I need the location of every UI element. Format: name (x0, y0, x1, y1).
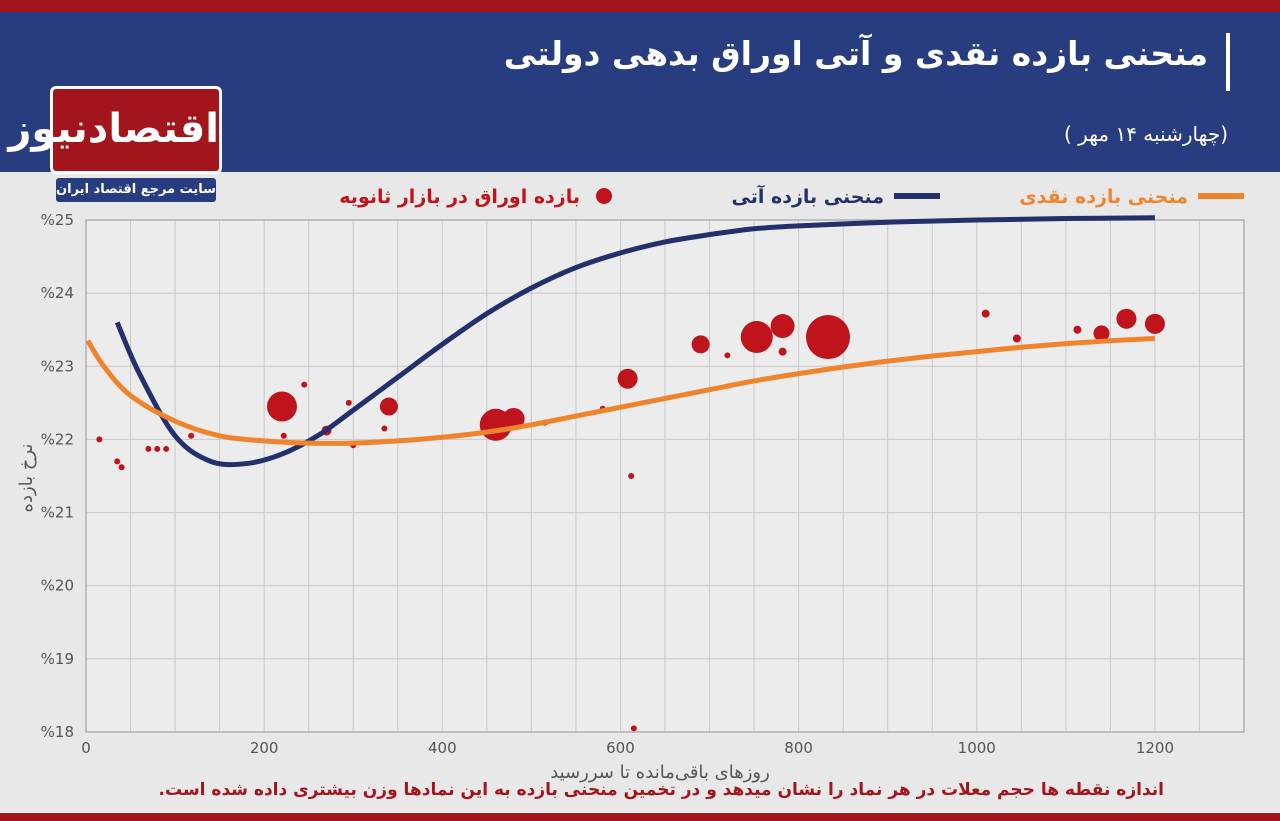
x-tick-label: 800 (784, 739, 813, 757)
y-axis-title: نرخ بازده (16, 444, 37, 513)
bond-yield-point (630, 725, 637, 732)
bond-yield-point (724, 352, 731, 359)
bond-yield-point (691, 335, 710, 354)
bond-yield-point (96, 436, 103, 443)
bond-yield-point (806, 315, 851, 360)
x-tick-label: 600 (606, 739, 635, 757)
bond-yield-point (1144, 313, 1165, 334)
page-title: منحنی بازده نقدی و آتی اوراق بدهی دولتی (503, 34, 1208, 73)
spot-curve-line (85, 335, 1156, 446)
y-tick-label: %20 (41, 577, 74, 595)
x-tick-label: 400 (428, 739, 457, 757)
logo: اقتصادنیوز (8, 86, 222, 174)
bond-yield-point (163, 445, 170, 452)
legend-spot-label: منحنی بازده نقدی (1019, 186, 1188, 208)
bottom-stripe (0, 813, 1280, 821)
legend-dot-swatch (596, 188, 612, 204)
x-tick-label: 1000 (958, 739, 996, 757)
bond-yield-point (1012, 334, 1021, 343)
top-stripe (0, 0, 1280, 12)
bond-yield-point (114, 458, 121, 465)
logo-tagline: سایت مرجع اقتصاد ایران (56, 178, 216, 202)
plot-border (85, 219, 1245, 733)
footnote: اندازه نقطه ها حجم معلات در هر نماد را ن… (158, 780, 1165, 800)
y-tick-label: %18 (41, 723, 74, 741)
bond-yield-point (1116, 308, 1137, 329)
bond-yield-point (770, 314, 795, 339)
y-tick-label: %19 (41, 650, 74, 668)
bond-yield-point (280, 432, 287, 439)
bond-yield-point (617, 368, 638, 389)
bond-yield-point (379, 397, 398, 416)
bond-yield-point (118, 464, 125, 471)
date-label: (چهارشنبه ۱۴ مهر ) (1063, 122, 1228, 146)
bond-yield-point (740, 321, 773, 354)
y-tick-label: %24 (41, 284, 74, 302)
bond-yield-point (381, 425, 388, 432)
bond-yield-point (154, 445, 161, 452)
title-divider (1226, 33, 1230, 91)
legend-forward-label: منحنی بازده آتی (732, 184, 884, 208)
y-tick-label: %25 (41, 211, 74, 229)
x-tick-label: 0 (81, 739, 91, 757)
y-tick-label: %23 (41, 357, 74, 375)
bond-yield-point (188, 432, 195, 439)
x-tick-label: 1200 (1136, 739, 1174, 757)
bond-yield-point (266, 391, 297, 422)
bond-yield-point (301, 381, 308, 388)
bond-yield-point (628, 473, 635, 479)
bond-yield-point (1073, 325, 1082, 334)
legend-dot-label: بازده اوراق در بازار ثانویه (339, 186, 580, 208)
bond-yield-point (778, 347, 787, 356)
x-axis-title: روزهای باقی‌مانده تا سررسید (550, 762, 770, 783)
bond-yield-point (345, 399, 352, 406)
bond-yield-point (1093, 325, 1110, 342)
y-tick-label: %21 (41, 504, 74, 522)
y-tick-label: %22 (41, 430, 74, 448)
bond-yield-point (145, 445, 152, 452)
x-tick-label: 200 (250, 739, 279, 757)
forward-curve-line (114, 215, 1155, 468)
bond-yield-point (981, 309, 990, 318)
